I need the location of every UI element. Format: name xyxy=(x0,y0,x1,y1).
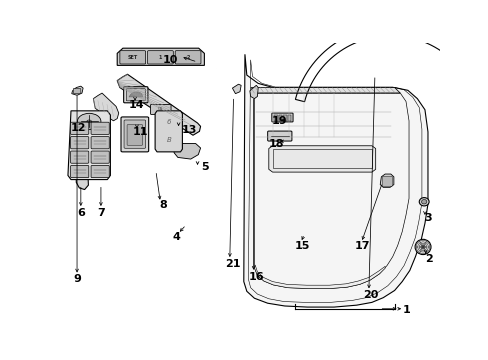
FancyBboxPatch shape xyxy=(175,51,201,64)
FancyBboxPatch shape xyxy=(150,104,171,114)
FancyBboxPatch shape xyxy=(91,122,109,134)
Text: 21: 21 xyxy=(224,258,240,269)
Polygon shape xyxy=(72,86,83,95)
Polygon shape xyxy=(380,174,393,187)
Polygon shape xyxy=(232,84,241,94)
FancyBboxPatch shape xyxy=(123,87,147,103)
FancyBboxPatch shape xyxy=(278,115,282,121)
FancyBboxPatch shape xyxy=(287,115,290,121)
Polygon shape xyxy=(68,111,110,180)
Text: 14: 14 xyxy=(128,100,144,110)
FancyBboxPatch shape xyxy=(91,166,109,177)
Polygon shape xyxy=(254,265,385,288)
Text: 4: 4 xyxy=(173,232,181,242)
Ellipse shape xyxy=(421,246,424,248)
FancyBboxPatch shape xyxy=(73,89,81,93)
Polygon shape xyxy=(117,48,204,66)
Polygon shape xyxy=(249,85,258,99)
Text: 1: 1 xyxy=(401,305,409,315)
FancyBboxPatch shape xyxy=(283,115,286,121)
FancyBboxPatch shape xyxy=(91,151,109,163)
Ellipse shape xyxy=(414,239,430,255)
Polygon shape xyxy=(129,92,142,97)
Text: 19: 19 xyxy=(271,116,286,126)
Text: 2: 2 xyxy=(186,55,189,60)
FancyBboxPatch shape xyxy=(147,51,173,64)
Polygon shape xyxy=(250,87,400,93)
FancyBboxPatch shape xyxy=(127,125,142,145)
FancyBboxPatch shape xyxy=(267,131,291,141)
Polygon shape xyxy=(244,54,427,307)
FancyBboxPatch shape xyxy=(70,136,89,149)
Text: 5: 5 xyxy=(201,162,208,172)
Text: 6: 6 xyxy=(166,119,171,125)
Text: 13: 13 xyxy=(181,125,197,135)
Ellipse shape xyxy=(421,199,426,204)
Text: CS: CS xyxy=(158,107,163,112)
FancyBboxPatch shape xyxy=(70,151,89,163)
Text: 6: 6 xyxy=(77,208,85,218)
Text: 20: 20 xyxy=(363,290,378,300)
Ellipse shape xyxy=(418,198,428,206)
Text: 11: 11 xyxy=(132,127,147,138)
FancyBboxPatch shape xyxy=(126,89,145,101)
FancyBboxPatch shape xyxy=(124,120,145,148)
Polygon shape xyxy=(76,145,88,190)
FancyBboxPatch shape xyxy=(121,117,148,152)
Ellipse shape xyxy=(77,113,101,129)
Text: 12: 12 xyxy=(70,123,86,133)
Text: 9: 9 xyxy=(73,274,81,284)
Text: 18: 18 xyxy=(268,139,284,149)
FancyBboxPatch shape xyxy=(70,166,89,177)
Text: 10: 10 xyxy=(163,55,178,65)
Polygon shape xyxy=(117,74,200,135)
Text: 17: 17 xyxy=(354,241,369,251)
FancyBboxPatch shape xyxy=(91,136,109,149)
FancyBboxPatch shape xyxy=(271,113,292,122)
Polygon shape xyxy=(93,93,119,121)
Text: 8: 8 xyxy=(159,201,166,210)
Text: SET: SET xyxy=(127,55,138,60)
Ellipse shape xyxy=(87,120,91,123)
Text: B: B xyxy=(166,138,171,143)
Polygon shape xyxy=(268,146,375,172)
FancyBboxPatch shape xyxy=(120,51,145,64)
Text: 16: 16 xyxy=(248,271,264,282)
Polygon shape xyxy=(155,111,182,152)
Text: 1: 1 xyxy=(159,55,162,60)
Polygon shape xyxy=(174,144,200,159)
FancyBboxPatch shape xyxy=(382,176,391,186)
Text: 15: 15 xyxy=(294,241,309,251)
Text: 2: 2 xyxy=(424,255,432,264)
Text: 3: 3 xyxy=(423,213,431,224)
Text: 7: 7 xyxy=(97,208,104,218)
FancyBboxPatch shape xyxy=(274,115,277,121)
FancyBboxPatch shape xyxy=(70,122,89,134)
